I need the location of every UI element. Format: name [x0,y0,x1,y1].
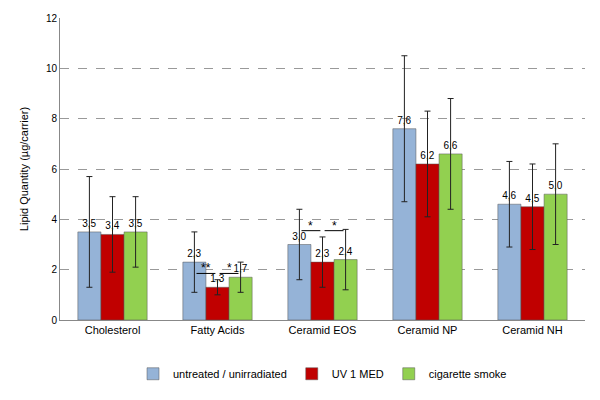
svg-text:3,5: 3,5 [82,218,96,229]
svg-text:cigarette smoke: cigarette smoke [429,368,507,380]
svg-text:Ceramid NH: Ceramid NH [502,324,563,336]
svg-text:Ceramid NP: Ceramid NP [398,324,458,336]
svg-text:10: 10 [46,63,58,74]
svg-text:2: 2 [51,264,57,275]
svg-text:untreated / unirradiated: untreated / unirradiated [173,368,287,380]
svg-text:7,6: 7,6 [397,115,411,126]
svg-text:2,4: 2,4 [338,246,352,257]
svg-text:2,3: 2,3 [187,248,201,259]
svg-text:3,0: 3,0 [292,231,306,242]
svg-text:Fatty Acids: Fatty Acids [191,324,245,336]
svg-text:**: ** [201,261,211,275]
svg-text:1,3: 1,3 [210,273,224,284]
svg-text:1,7: 1,7 [233,263,247,274]
svg-text:UV 1 MED: UV 1 MED [332,368,384,380]
svg-text:12: 12 [46,13,58,24]
svg-text:0: 0 [51,315,57,326]
svg-text:3,4: 3,4 [105,220,119,231]
svg-text:4,5: 4,5 [525,193,539,204]
svg-text:*: * [227,261,232,275]
svg-text:6,2: 6,2 [420,150,434,161]
svg-text:8: 8 [51,113,57,124]
svg-text:4: 4 [51,214,57,225]
svg-text:6,6: 6,6 [443,140,457,151]
svg-text:2,3: 2,3 [315,248,329,259]
svg-text:*: * [308,219,313,233]
svg-text:Lipid Quantity (µg/carrier): Lipid Quantity (µg/carrier) [18,107,30,231]
svg-text:Cholesterol: Cholesterol [85,324,141,336]
svg-text:Ceramid EOS: Ceramid EOS [289,324,357,336]
svg-text:3,5: 3,5 [128,218,142,229]
svg-text:5,0: 5,0 [548,180,562,191]
svg-text:*: * [332,219,337,233]
svg-text:6: 6 [51,164,57,175]
svg-text:4,6: 4,6 [502,190,516,201]
